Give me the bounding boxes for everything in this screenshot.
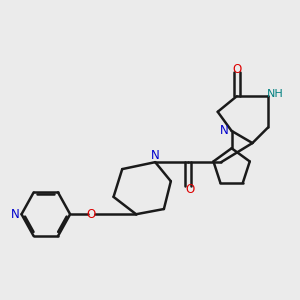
Text: O: O <box>232 63 242 76</box>
Text: O: O <box>86 208 96 221</box>
Text: O: O <box>185 183 195 196</box>
Text: N: N <box>220 124 229 137</box>
Text: N: N <box>151 149 160 162</box>
Text: NH: NH <box>267 89 284 99</box>
Text: N: N <box>11 208 20 221</box>
